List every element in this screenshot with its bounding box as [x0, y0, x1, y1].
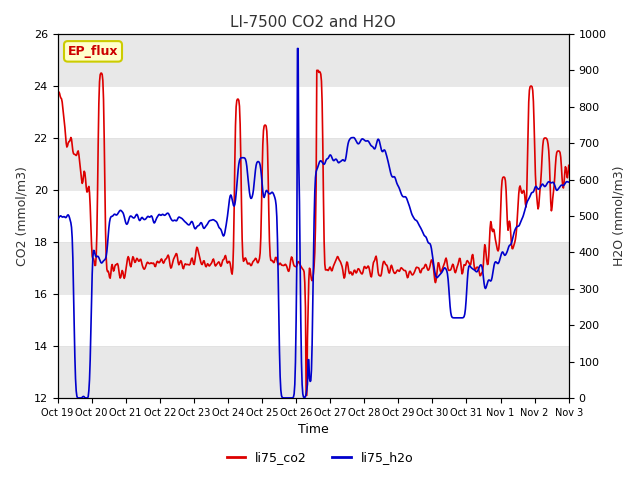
Legend: li75_co2, li75_h2o: li75_co2, li75_h2o — [221, 446, 419, 469]
Y-axis label: H2O (mmol/m3): H2O (mmol/m3) — [612, 166, 625, 266]
Bar — [58, 346, 569, 398]
Text: EP_flux: EP_flux — [68, 45, 118, 58]
Title: LI-7500 CO2 and H2O: LI-7500 CO2 and H2O — [230, 15, 396, 30]
Y-axis label: CO2 (mmol/m3): CO2 (mmol/m3) — [15, 166, 28, 266]
Bar — [58, 138, 569, 190]
Bar — [58, 242, 569, 294]
X-axis label: Time: Time — [298, 423, 328, 436]
Bar — [58, 34, 569, 86]
